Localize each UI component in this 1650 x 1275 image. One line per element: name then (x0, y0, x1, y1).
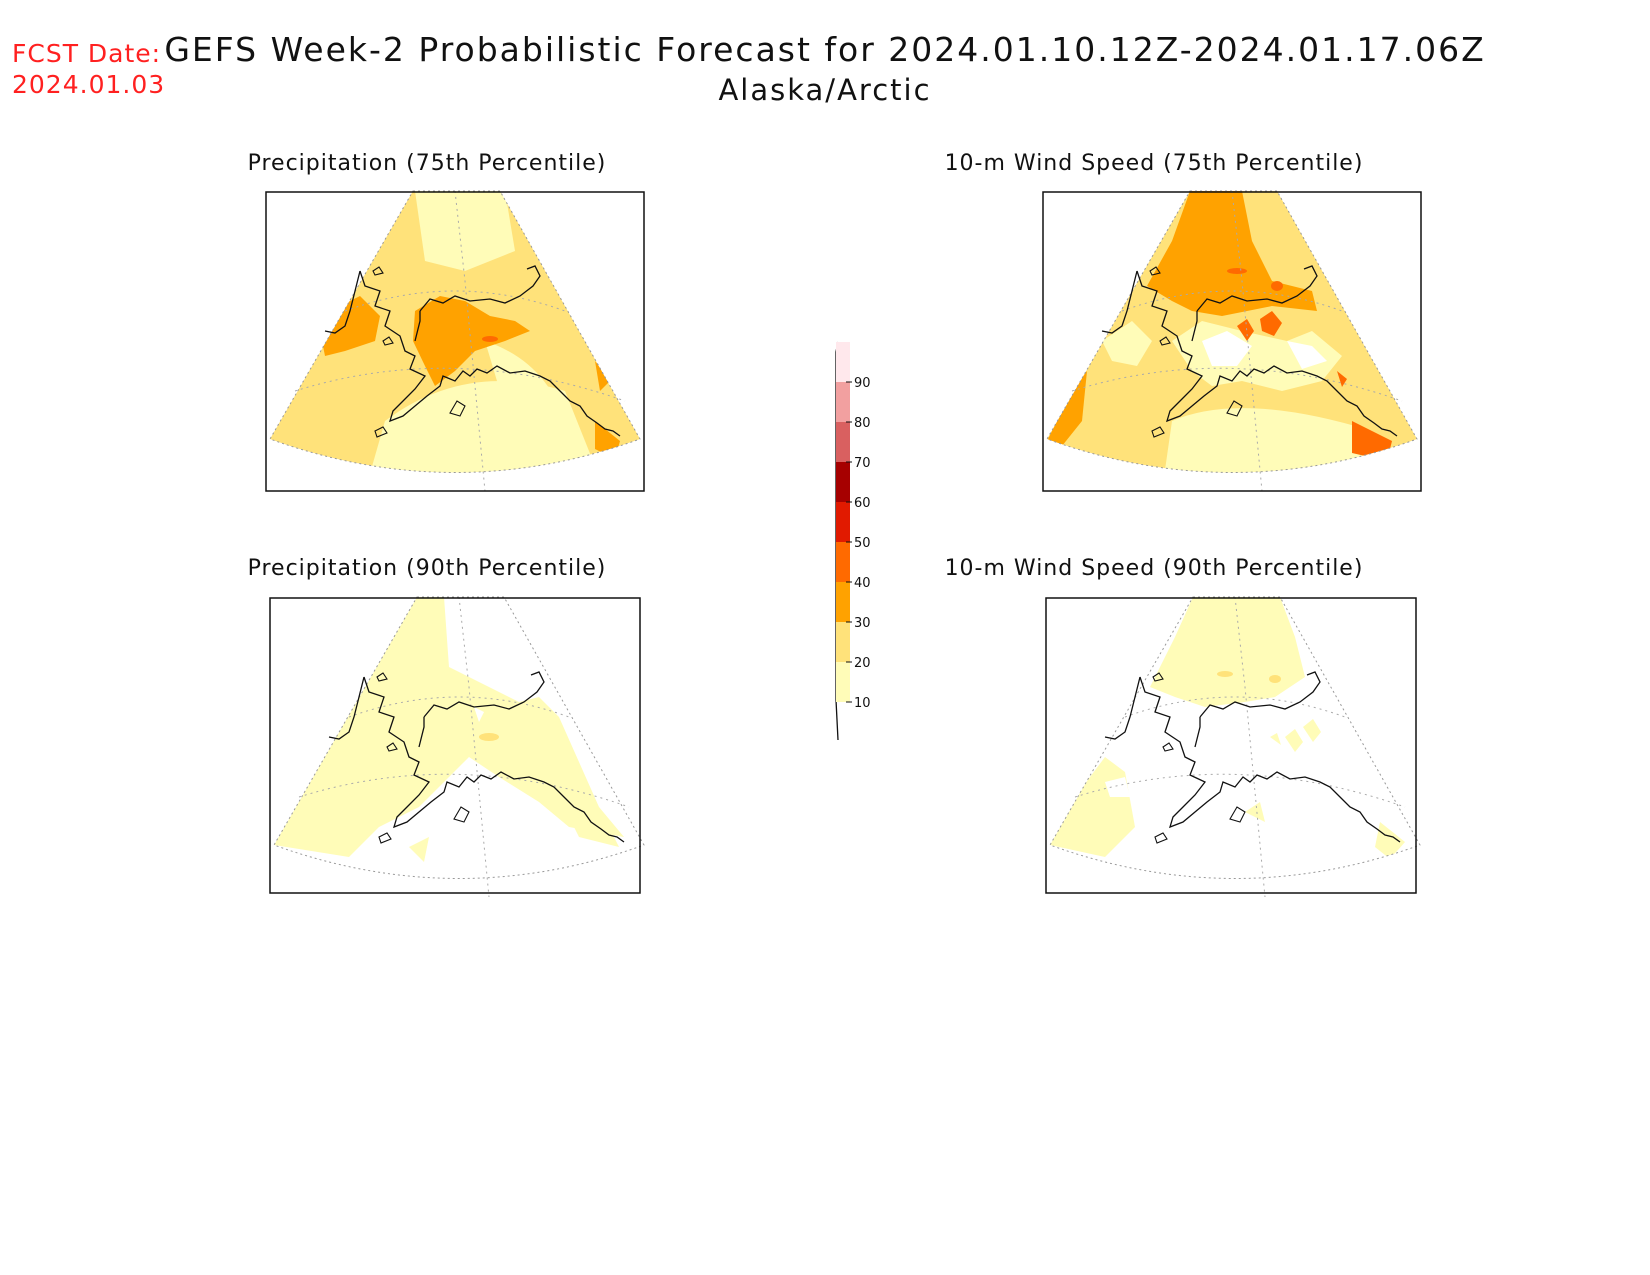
colorbar-label: 70 (854, 456, 871, 471)
map-wind-75 (1046, 190, 1418, 492)
main-title: GEFS Week-2 Probabilistic Forecast for 2… (164, 30, 1486, 69)
colorbar-box (836, 582, 850, 622)
region-subtitle: Alaska/Arctic (718, 73, 932, 107)
colorbar: 10 20 30 40 50 60 70 80 90 (835, 341, 871, 741)
page-title: GEFS Week-2 Probabilistic Forecast for 2… (0, 30, 1650, 107)
map-wind-90 (1049, 596, 1421, 898)
panel-title-precip-75: Precipitation (75th Percentile) (247, 151, 607, 176)
frame-wind-75 (1042, 191, 1422, 492)
colorbar-box (836, 502, 850, 542)
colorbar-label: 60 (854, 496, 871, 511)
frame-precip-75 (265, 191, 645, 492)
forecast-date-value: 2024.01.03 (12, 70, 166, 99)
colorbar-box (836, 662, 850, 702)
colorbar-box (836, 462, 850, 502)
panel-title-wind-90: 10-m Wind Speed (90th Percentile) (944, 556, 1364, 581)
colorbar-label: 90 (854, 376, 871, 391)
colorbar-label: 40 (854, 576, 871, 591)
colorbar-label: 30 (854, 616, 871, 631)
panel-title-wind-75: 10-m Wind Speed (75th Percentile) (944, 151, 1364, 176)
colorbar-label: 20 (854, 656, 871, 671)
panel-title-precip-90: Precipitation (90th Percentile) (247, 556, 607, 581)
colorbar-label: 50 (854, 536, 871, 551)
forecast-date-label: FCST Date: (12, 39, 162, 68)
frame-precip-90 (269, 597, 641, 894)
colorbar-label: 10 (854, 696, 871, 711)
colorbar-box (836, 422, 850, 462)
colorbar-box (836, 342, 850, 382)
map-precip-90 (273, 596, 645, 898)
colorbar-box (836, 382, 850, 422)
colorbar-label: 80 (854, 416, 871, 431)
frame-wind-90 (1045, 597, 1417, 894)
forecast-date-block: FCST Date: 2024.01.03 (12, 38, 165, 100)
colorbar-box (836, 622, 850, 662)
colorbar-box (836, 542, 850, 582)
map-precip-75 (269, 190, 641, 492)
